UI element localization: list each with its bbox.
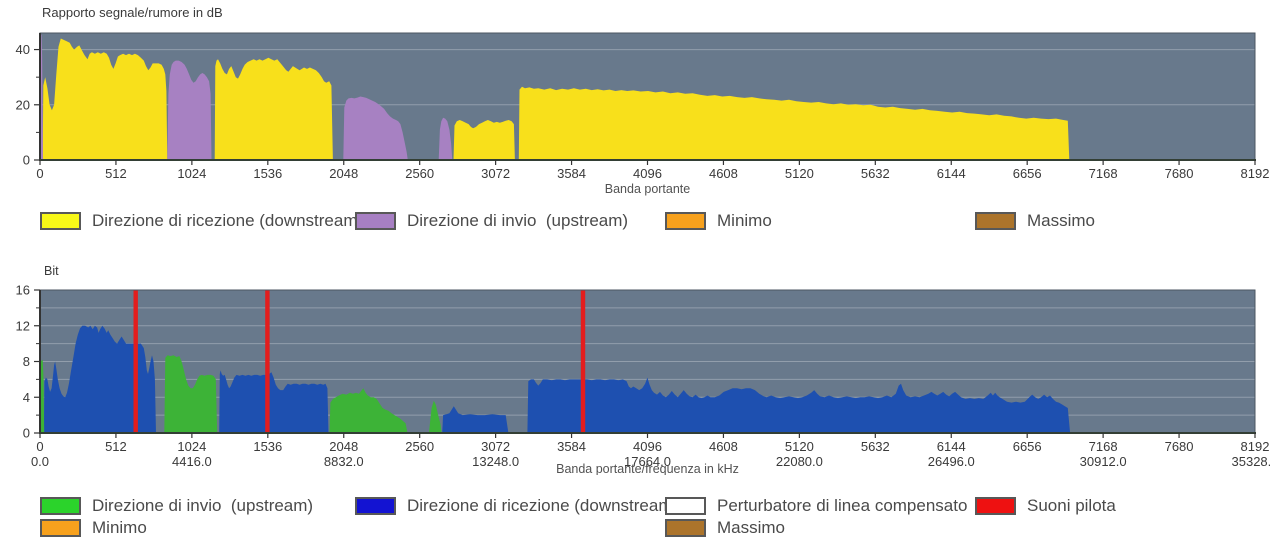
bit-chart-title: Bit xyxy=(44,264,59,278)
x-freq-label: 35328.0 xyxy=(1232,454,1270,469)
legend-label: Perturbatore di linea compensato xyxy=(717,496,968,515)
legend-label: Suoni pilota xyxy=(1027,496,1116,515)
legend-swatch xyxy=(40,497,81,515)
x-tick-label: 7680 xyxy=(1165,439,1194,454)
x-tick-label: 8192 xyxy=(1241,439,1270,454)
legend-label: Direzione di invio (upstream) xyxy=(92,496,314,515)
legend-item: Massimo xyxy=(975,211,1095,231)
legend-swatch xyxy=(975,212,1016,230)
legend-swatch xyxy=(355,497,396,515)
x-tick-label: 3584 xyxy=(557,439,586,454)
x-tick-label: 2048 xyxy=(329,166,358,181)
x-tick-label: 4608 xyxy=(709,166,738,181)
y-tick-label: 16 xyxy=(16,283,30,298)
pilot-tone-line xyxy=(265,290,270,433)
snr-legend: Direzione di ricezione (downstream) Direz… xyxy=(40,211,1270,235)
snr-chart: 0 20 40 0 512 1024 1536 2048 2560 3072 3584 4096 460… xyxy=(16,32,1270,196)
y-tick-label: 20 xyxy=(16,97,30,112)
x-tick-label: 4096 xyxy=(633,439,662,454)
legend-item: Minimo xyxy=(665,211,772,231)
x-tick-label: 7168 xyxy=(1089,166,1118,181)
legend-label: Direzione di ricezione (downstream) xyxy=(407,496,679,515)
legend-label: Direzione di ricezione (downstream) xyxy=(92,211,364,230)
legend-item: Direzione di invio (upstream) xyxy=(355,211,628,231)
x-freq-label: 0.0 xyxy=(31,454,49,469)
y-tick-label: 0 xyxy=(23,426,30,441)
series-area-downstream xyxy=(43,325,1071,433)
series-area-upstream xyxy=(40,355,442,433)
y-tick-label: 8 xyxy=(23,354,30,369)
legend-label: Massimo xyxy=(1027,211,1096,230)
legend-item: Direzione di invio (upstream) xyxy=(40,496,313,516)
x-tick-label: 3072 xyxy=(481,439,510,454)
series-area-upstream xyxy=(40,34,453,160)
legend-swatch xyxy=(665,519,706,537)
x-tick-label: 1536 xyxy=(253,439,282,454)
y-tick-label: 40 xyxy=(16,42,30,57)
x-axis-label: Banda portante/frequenza in kHz xyxy=(556,462,739,475)
snr-chart-title: Rapporto segnale/rumore in dB xyxy=(42,5,223,20)
x-tick-label: 2560 xyxy=(405,439,434,454)
x-tick-label: 5120 xyxy=(785,439,814,454)
legend-item: Massimo xyxy=(665,518,785,538)
x-tick-label: 8192 xyxy=(1241,166,1270,181)
x-tick-label: 1536 xyxy=(253,166,282,181)
legend-item: Direzione di ricezione (downstream) xyxy=(355,496,678,516)
x-tick-label: 7680 xyxy=(1165,166,1194,181)
x-freq-label: 17664.0 xyxy=(624,454,671,469)
legend-item: Minimo xyxy=(40,518,147,538)
x-freq-label: 22080.0 xyxy=(776,454,823,469)
x-tick-label: 6656 xyxy=(1013,439,1042,454)
x-tick-label: 0 xyxy=(36,439,43,454)
x-axis-label: Banda portante xyxy=(605,182,691,196)
legend-swatch xyxy=(40,519,81,537)
x-tick-label: 6144 xyxy=(937,439,966,454)
x-freq-label: 30912.0 xyxy=(1080,454,1127,469)
x-tick-label: 1024 xyxy=(177,166,206,181)
x-freq-label: 26496.0 xyxy=(928,454,975,469)
x-tick-label: 7168 xyxy=(1089,439,1118,454)
x-freq-label: 8832.0 xyxy=(324,454,364,469)
x-tick-label: 1024 xyxy=(177,439,206,454)
x-tick-label: 512 xyxy=(105,166,127,181)
legend-item: Direzione di ricezione (downstream) xyxy=(40,211,363,231)
y-tick-label: 12 xyxy=(16,318,30,333)
y-tick-label: 4 xyxy=(23,390,30,405)
x-tick-label: 0 xyxy=(36,166,43,181)
legend-label: Minimo xyxy=(717,211,772,230)
legend-swatch xyxy=(40,212,81,230)
legend-item: Perturbatore di linea compensato xyxy=(665,496,967,516)
x-tick-label: 5632 xyxy=(861,166,890,181)
x-freq-label: 4416.0 xyxy=(172,454,212,469)
legend-label: Direzione di invio (upstream) xyxy=(407,211,629,230)
x-tick-label: 2048 xyxy=(329,439,358,454)
x-tick-label: 512 xyxy=(105,439,127,454)
legend-swatch xyxy=(665,497,706,515)
x-tick-label: 5120 xyxy=(785,166,814,181)
legend-label: Minimo xyxy=(92,518,147,537)
x-tick-label: 3584 xyxy=(557,166,586,181)
x-freq-label: 13248.0 xyxy=(472,454,519,469)
bit-legend: Direzione di invio (upstream) Direzione d… xyxy=(40,496,1270,539)
legend-label: Massimo xyxy=(717,518,786,537)
series-area-downstream xyxy=(42,38,1070,160)
pilot-tone-line xyxy=(580,290,586,433)
pilot-tone-line xyxy=(133,290,138,433)
x-tick-label: 4096 xyxy=(633,166,662,181)
legend-swatch xyxy=(665,212,706,230)
x-tick-label: 2560 xyxy=(405,166,434,181)
x-tick-label: 4608 xyxy=(709,439,738,454)
y-tick-label: 0 xyxy=(23,153,30,168)
legend-swatch xyxy=(975,497,1016,515)
legend-swatch xyxy=(355,212,396,230)
x-tick-label: 5632 xyxy=(861,439,890,454)
x-tick-label: 3072 xyxy=(481,166,510,181)
x-tick-label: 6656 xyxy=(1013,166,1042,181)
x-tick-label: 6144 xyxy=(937,166,966,181)
legend-item: Suoni pilota xyxy=(975,496,1116,516)
bit-chart: 0 4 8 12 16 0 512 1024 1536 2048 2560 3072 3584 4096 4… xyxy=(16,283,1270,476)
